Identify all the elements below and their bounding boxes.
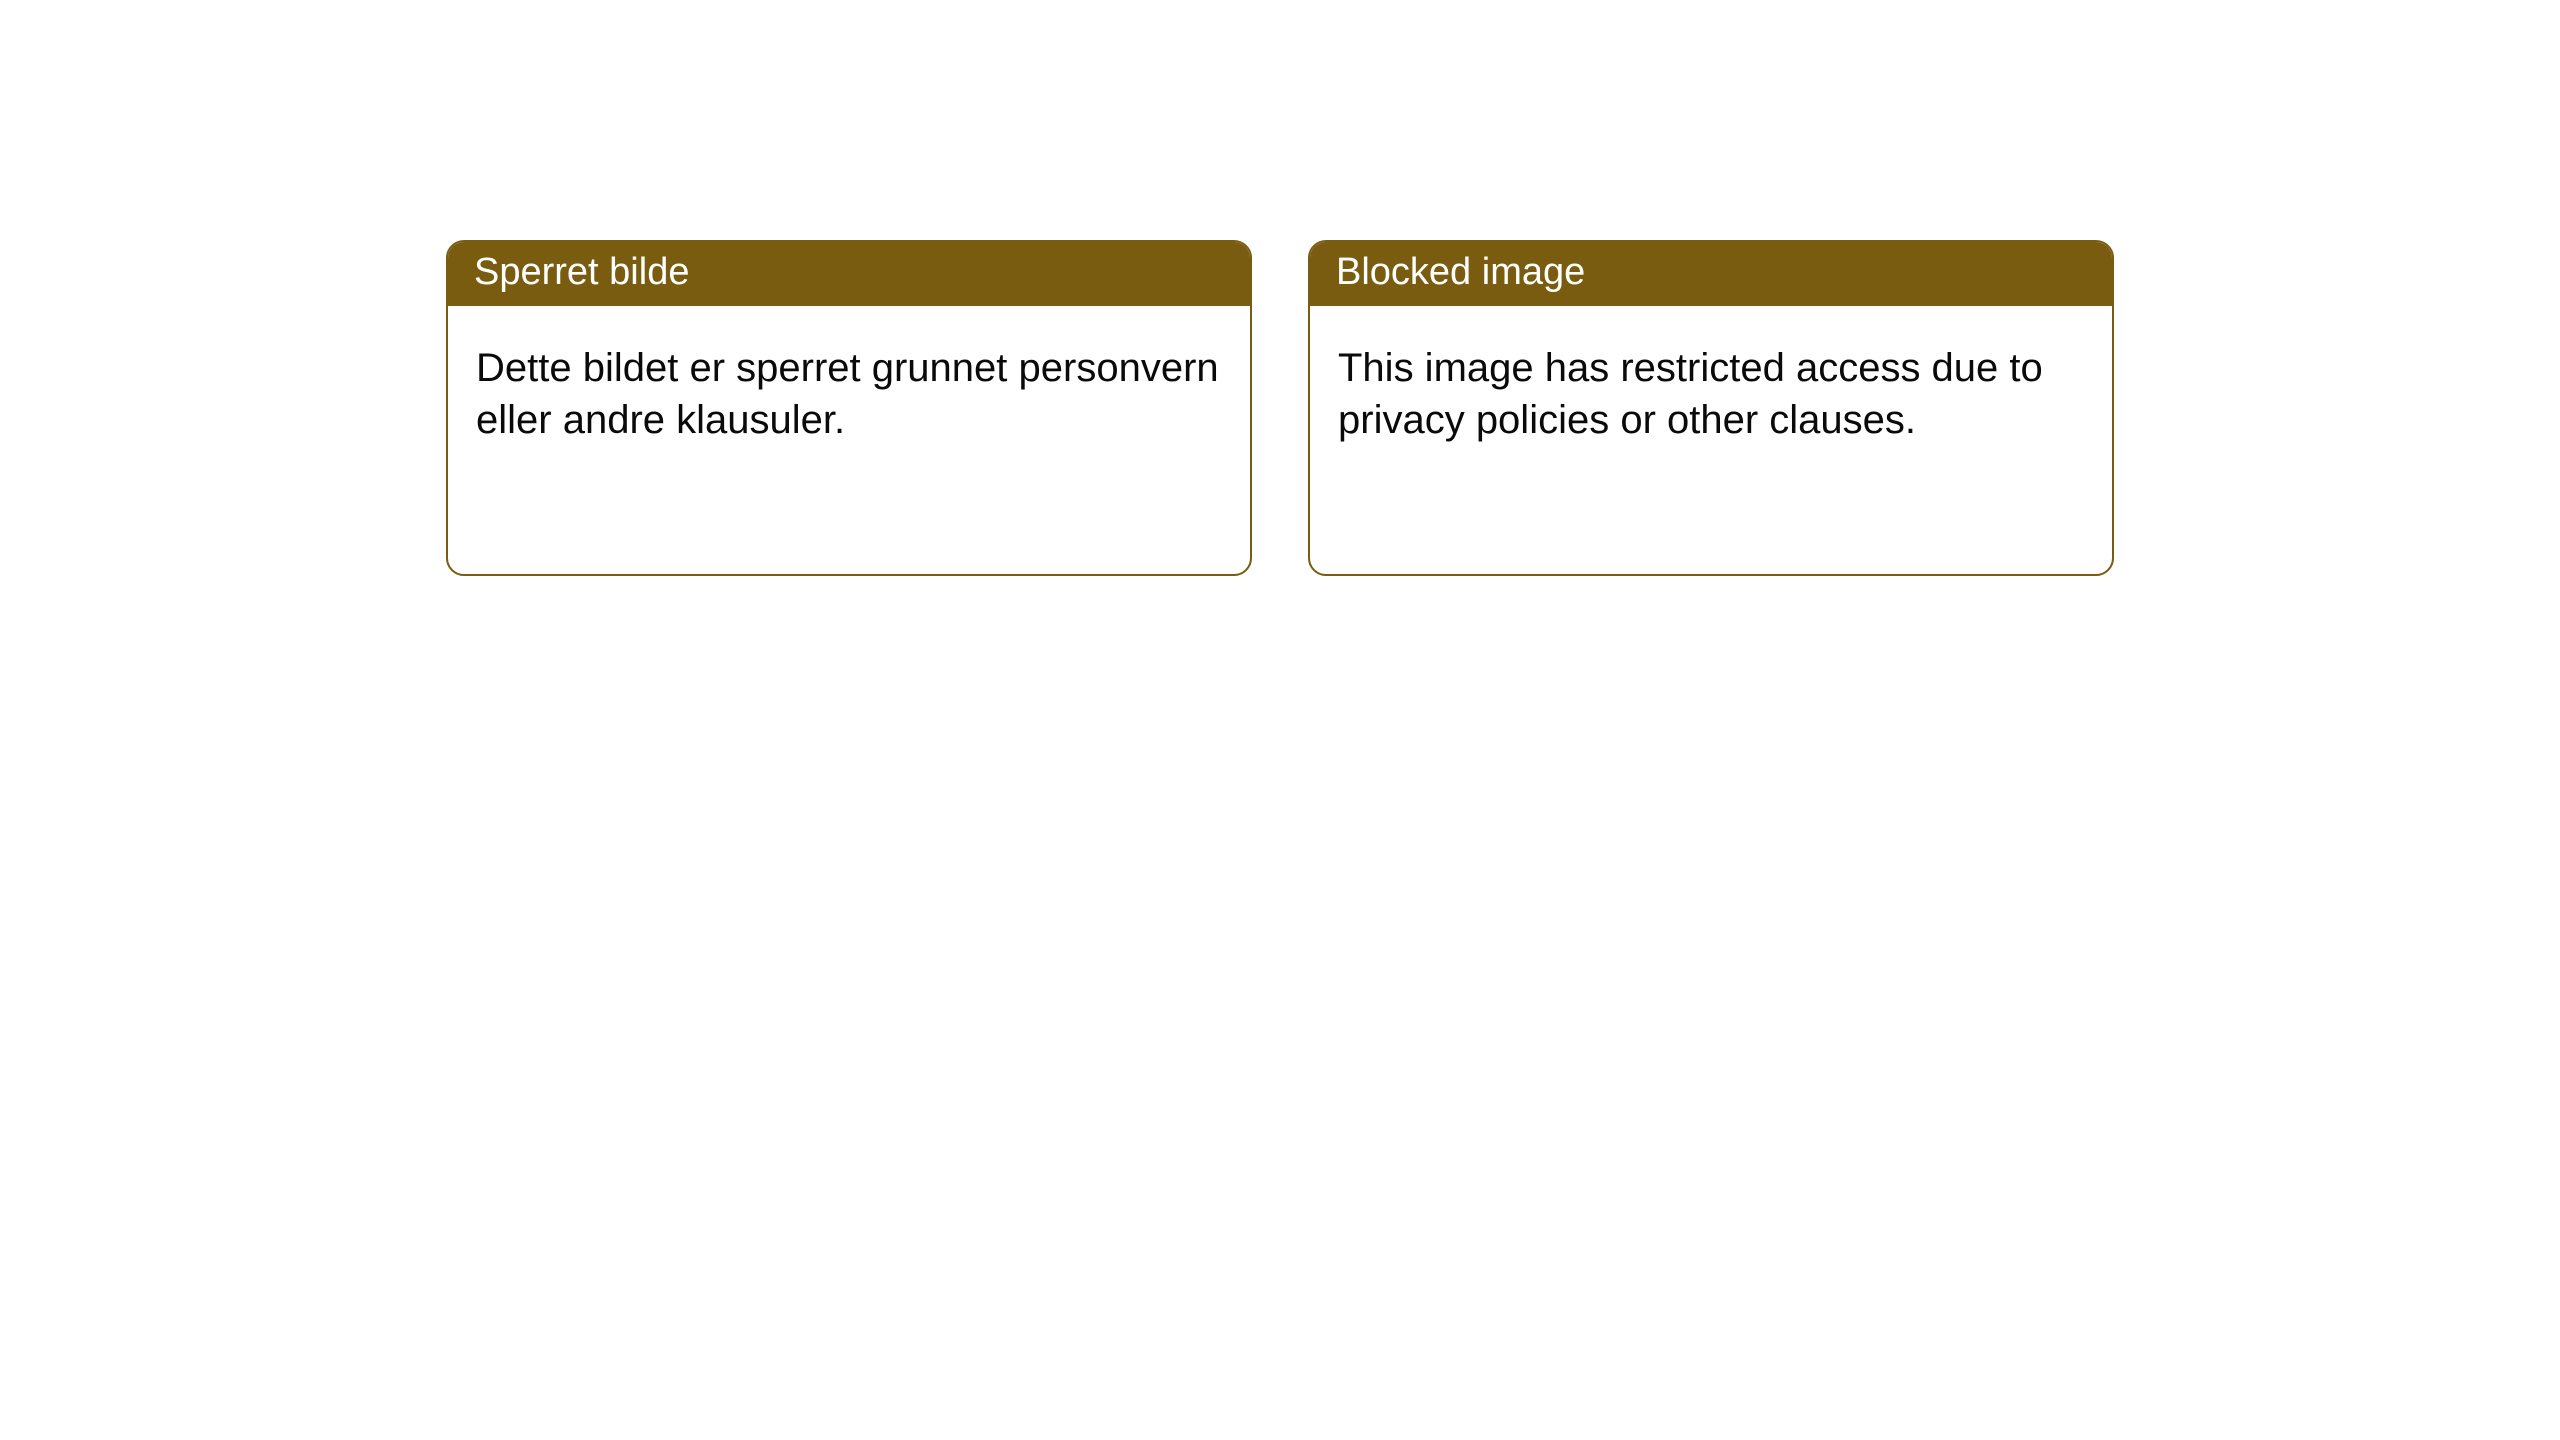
blocked-image-card-english: Blocked image This image has restricted … — [1308, 240, 2114, 576]
card-header-english: Blocked image — [1310, 242, 2112, 306]
notice-container: Sperret bilde Dette bildet er sperret gr… — [0, 0, 2560, 576]
card-header-norwegian: Sperret bilde — [448, 242, 1250, 306]
card-body-norwegian: Dette bildet er sperret grunnet personve… — [448, 306, 1250, 476]
card-body-english: This image has restricted access due to … — [1310, 306, 2112, 476]
blocked-image-card-norwegian: Sperret bilde Dette bildet er sperret gr… — [446, 240, 1252, 576]
